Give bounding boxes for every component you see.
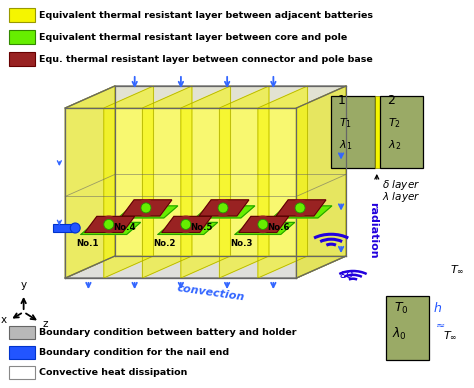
Polygon shape [239,217,289,232]
Bar [386,296,429,360]
Bar [9,366,35,379]
Text: No.3: No.3 [230,239,253,248]
Polygon shape [65,86,115,278]
Polygon shape [162,217,211,232]
Text: No.4: No.4 [113,223,136,232]
Polygon shape [142,86,192,278]
Text: No.6: No.6 [267,223,290,232]
Text: $\lambda$ layer: $\lambda$ layer [382,190,420,204]
Text: y: y [20,280,27,290]
Circle shape [141,203,151,213]
Polygon shape [235,222,295,234]
Circle shape [295,203,305,213]
Text: $T_1$: $T_1$ [339,116,352,130]
Polygon shape [195,206,255,218]
Polygon shape [65,108,296,278]
Text: $\varepsilon\sigma$: $\varepsilon\sigma$ [339,268,355,281]
Polygon shape [199,200,249,216]
Text: No.2: No.2 [153,239,175,248]
Bar [54,224,75,232]
Text: No.1: No.1 [76,239,99,248]
Bar [331,96,375,168]
Text: $h$: $h$ [433,301,442,315]
Polygon shape [118,206,178,218]
Text: 1: 1 [338,94,346,107]
Bar [9,30,35,44]
Text: convection: convection [176,282,245,302]
Bar [9,346,35,359]
Circle shape [258,219,268,229]
Polygon shape [85,217,135,232]
Polygon shape [65,86,115,278]
Polygon shape [219,86,269,278]
Text: $T_\infty$: $T_\infty$ [443,329,458,341]
Text: $\delta$ layer: $\delta$ layer [382,178,420,192]
Bar [9,8,35,22]
Bar [9,326,35,339]
Text: Equivalent thermal resistant layer between core and pole: Equivalent thermal resistant layer betwe… [38,33,347,42]
Text: radiation: radiation [368,202,378,258]
Polygon shape [258,86,308,278]
Text: Equ. thermal resistant layer between connector and pole base: Equ. thermal resistant layer between con… [38,54,372,64]
Text: $T_\infty$: $T_\infty$ [450,263,465,275]
Polygon shape [65,86,346,108]
Polygon shape [276,200,326,216]
Text: $T_0$: $T_0$ [393,301,408,316]
Bar [380,96,423,168]
Text: Equivalent thermal resistant layer between adjacent batteries: Equivalent thermal resistant layer betwe… [38,10,373,19]
Bar [9,52,35,66]
Text: $\lambda_2$: $\lambda_2$ [388,138,401,152]
Polygon shape [81,222,140,234]
Text: Convective heat dissipation: Convective heat dissipation [38,368,187,377]
Text: Boundary condition between battery and holder: Boundary condition between battery and h… [38,328,296,337]
Polygon shape [158,222,218,234]
Polygon shape [122,200,172,216]
Polygon shape [296,86,346,278]
Text: $\lambda_1$: $\lambda_1$ [339,138,352,152]
Text: $\lambda_0$: $\lambda_0$ [392,326,407,342]
Circle shape [218,203,228,213]
Circle shape [181,219,191,229]
Text: 2: 2 [387,94,394,107]
Polygon shape [272,206,332,218]
Text: Boundary condition for the nail end: Boundary condition for the nail end [38,348,228,357]
Bar [375,96,380,168]
Polygon shape [104,86,154,278]
Text: x: x [0,315,7,325]
Text: $T_2$: $T_2$ [388,116,401,130]
Text: No.5: No.5 [190,223,213,232]
Circle shape [70,223,80,233]
Text: $\approx$: $\approx$ [433,320,446,330]
Polygon shape [181,86,230,278]
Circle shape [104,219,114,229]
Text: z: z [43,319,48,329]
Polygon shape [296,86,346,278]
Polygon shape [65,256,346,278]
